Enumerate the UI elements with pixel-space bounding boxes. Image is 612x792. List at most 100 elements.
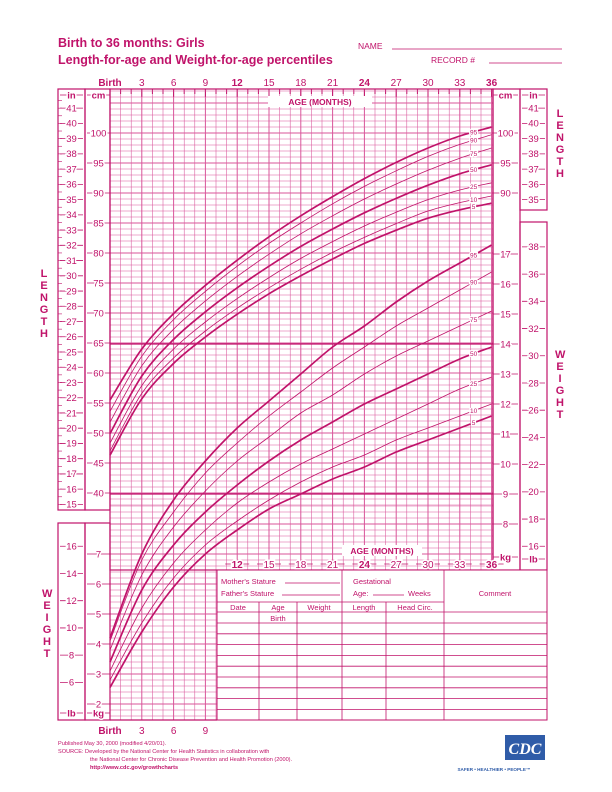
col-length: Length [353,603,376,612]
length-curve-p50 [109,163,492,435]
length-cm-left-tick-label: 80 [93,248,104,259]
cdc-tagline: SAFER • HEALTHIER • PEOPLE™ [457,767,530,772]
length-percentile-label: 10 [470,197,478,204]
weight-percentile-label: 10 [470,408,478,415]
weight-lb-right-tick-label: 32 [528,324,539,335]
length-percentile-label: 5 [472,204,476,211]
length-curve-p10 [109,195,492,452]
chart-title: Birth to 36 months: Girls [58,36,205,50]
col-weight: Weight [307,603,331,612]
age-tick-label-top: 36 [486,78,498,89]
age-tick-label-bottom: 12 [232,560,244,571]
age-tick-label-bottom: 36 [486,560,498,571]
weight-lb-right-tick-label: 26 [528,405,539,416]
weight-axis-label-right: WEIGHT [555,349,566,421]
cdc-url-link[interactable]: http://www.cdc.gov/growthcharts [90,765,178,771]
unit-in-right-tick-label: in [529,90,538,101]
record-label: RECORD # [431,55,475,65]
weight-kg-right-tick-label: 12 [500,399,511,410]
weight-percentile-label: 75 [470,317,478,324]
length-cm-left-tick-label: 45 [93,458,104,469]
age-tick-label-top: 6 [171,78,177,89]
weight-lb-right-tick-label: 30 [528,351,539,362]
length-in-left-tick-label: 32 [66,241,77,252]
age-tick-label-bottom: 9 [203,726,209,737]
weight-lb-right-tick-label: 38 [528,242,539,253]
length-in-left-tick-label: 30 [66,271,77,282]
length-cm-left-tick-label: 100 [91,128,107,139]
weight-lb-right-tick-label: 22 [528,460,539,471]
unit-lb-right-tick-label: lb [529,554,538,565]
length-axis-label-left: LENGTH [39,268,49,340]
weight-lb-left-tick-label: 10 [66,623,77,634]
length-in-left-tick-label: 28 [66,302,77,313]
length-in-left-tick-label: 39 [66,134,77,145]
length-cm-left-tick-label: 65 [93,338,104,349]
length-in-left-tick-label: 37 [66,164,77,175]
length-in-left-tick-label: 40 [66,119,77,130]
age-tick-label-bottom: 24 [359,560,371,571]
unit-in-left-tick-label: in [67,90,76,101]
age-tick-label-top: 15 [263,78,275,89]
age-tick-label-top: Birth [98,78,121,89]
unit-kg-right-tick-label: kg [500,552,511,563]
right-in-column [519,88,548,211]
chart-subtitle: Length-for-age and Weight-for-age percen… [58,53,333,67]
length-axis-label-right: LENGTH [555,108,565,180]
weight-lb-left-tick-label: 12 [66,596,77,607]
length-in-right-tick-label: 41 [528,103,539,114]
age-tick-label-bottom: 3 [139,726,145,737]
gestational-age-label: Age: [353,589,368,598]
length-in-left-tick-label: 17 [66,469,77,480]
length-in-left-tick-label: 24 [66,363,77,374]
age-tick-label-bottom: 15 [263,560,275,571]
length-curve-p75 [109,147,492,423]
weeks-label: Weeks [408,589,431,598]
length-cm-right-tick-label: 100 [498,128,514,139]
length-in-right-tick-label: 36 [528,180,539,191]
weight-lb-right-tick-label: 20 [528,487,539,498]
weight-kg-left-tick-label: 7 [96,549,101,560]
length-in-left-tick-label: 27 [66,317,77,328]
age-tick-label-bottom: 33 [454,560,466,571]
length-in-left-tick-label: 33 [66,225,77,236]
length-in-left-tick-label: 41 [66,103,77,114]
weight-kg-left-tick-label: 5 [96,609,101,620]
weight-kg-right-tick-label: 17 [500,249,511,260]
weight-lb-right-tick-label: 18 [528,514,539,525]
weight-kg-right-tick-label: 9 [503,489,508,500]
length-cm-left-tick-label: 40 [93,488,104,499]
weight-lb-left-tick-label: 14 [66,569,77,580]
grid [109,89,493,720]
mother-stature-label: Mother's Stature [221,577,276,586]
weight-kg-left-tick-label: 2 [96,699,101,710]
measurement-table: Mother's Stature Father's Stature Gestat… [216,569,548,721]
gestational-label: Gestational [353,577,391,586]
col-age: Age [271,603,284,612]
length-in-left-tick-label: 34 [66,210,77,221]
weight-percentile-label: 90 [470,280,478,287]
age-tick-label-bottom: 30 [422,560,434,571]
age-tick-label-top: 21 [327,78,339,89]
cdc-logo: CDC SAFER • HEALTHIER • PEOPLE™ [457,735,545,772]
weight-curve-p75 [109,310,492,651]
age-tick-label-top: 12 [232,78,244,89]
length-percentile-label: 50 [470,167,478,174]
weight-curve-p10 [109,403,492,681]
length-in-left-tick-label: 22 [66,393,77,404]
length-cm-left-tick-label: 95 [93,158,104,169]
length-curve-p5 [109,202,492,456]
weight-lb-right-tick-label: 36 [528,269,539,280]
length-in-right-tick-label: 39 [528,134,539,145]
length-cm-right-tick-label: 90 [500,188,511,199]
weight-kg-right-tick-label: 14 [500,339,511,350]
col-head-circ: Head Circ. [397,603,432,612]
age-tick-label-top: 18 [295,78,307,89]
length-in-left-tick-label: 19 [66,439,77,450]
weight-kg-left-tick-label: 4 [96,639,101,650]
length-in-left-tick-label: 16 [66,484,77,495]
length-in-right-tick-label: 38 [528,149,539,160]
length-cm-left-tick-label: 75 [93,278,104,289]
col-date: Date [230,603,246,612]
